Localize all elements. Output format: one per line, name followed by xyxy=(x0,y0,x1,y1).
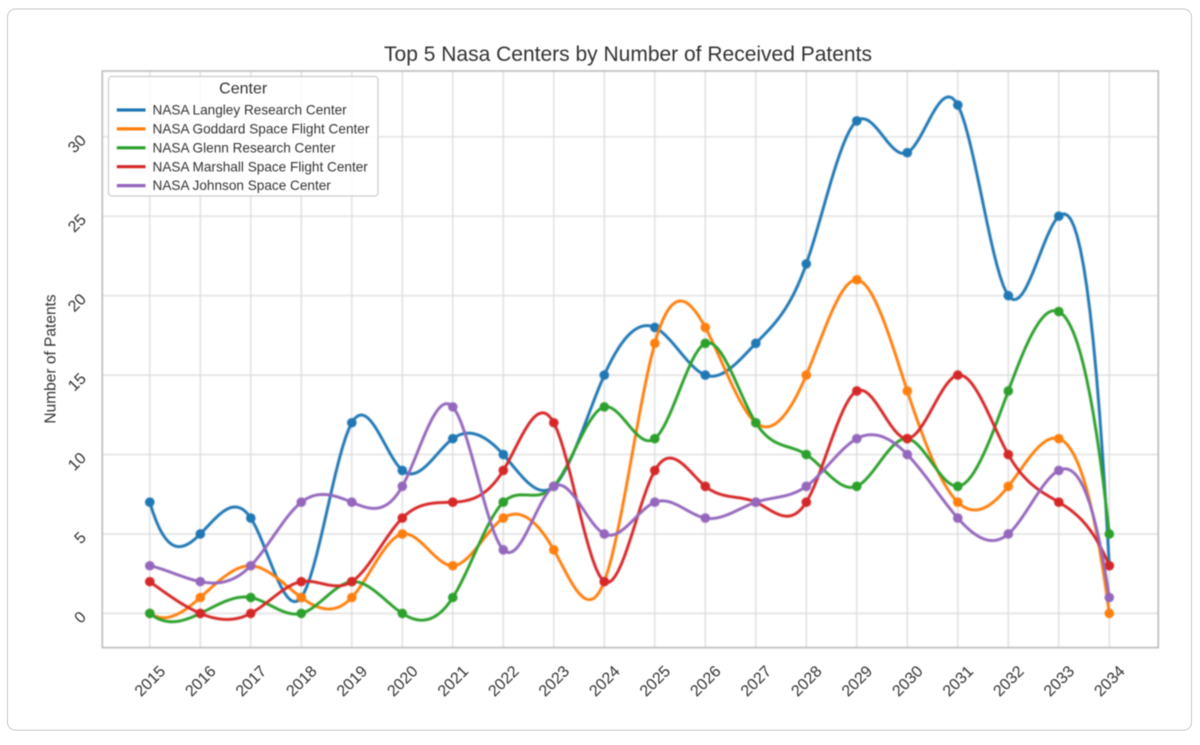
svg-text:NASA Goddard Space Flight Cent: NASA Goddard Space Flight Center xyxy=(153,122,370,137)
svg-text:NASA Glenn Research Center: NASA Glenn Research Center xyxy=(153,140,336,155)
svg-text:Number of Patents: Number of Patents xyxy=(43,294,60,423)
svg-text:NASA Marshall Space Flight Cen: NASA Marshall Space Flight Center xyxy=(153,159,369,174)
svg-text:Center: Center xyxy=(219,81,268,98)
svg-text:Top 5 Nasa Centers by Number o: Top 5 Nasa Centers by Number of Received… xyxy=(384,43,872,66)
svg-text:NASA Langley Research Center: NASA Langley Research Center xyxy=(153,103,348,118)
svg-text:NASA Johnson Space Center: NASA Johnson Space Center xyxy=(153,178,332,193)
